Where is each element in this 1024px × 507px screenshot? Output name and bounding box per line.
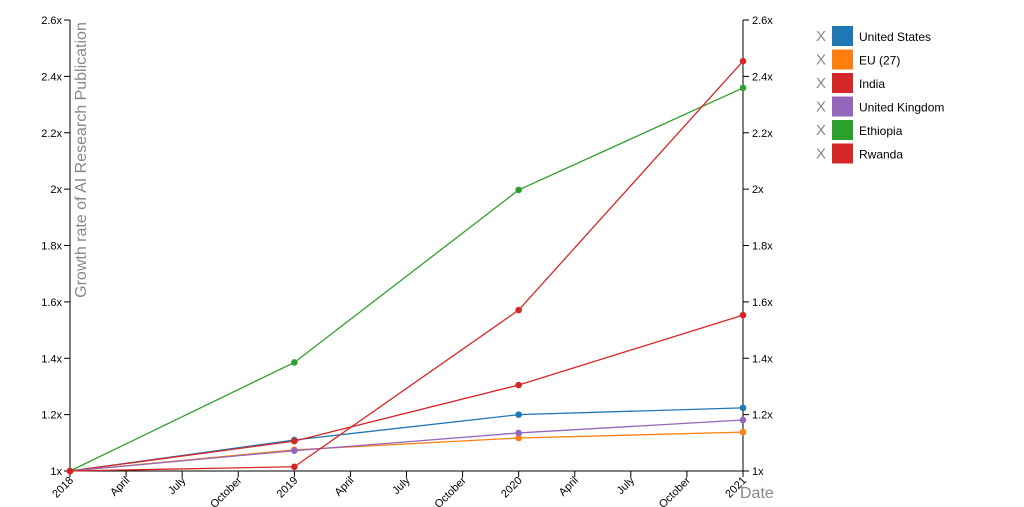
legend-remove[interactable]: X [816, 52, 826, 69]
series-line [69, 314, 744, 472]
legend-label: United Kingdom [859, 101, 944, 115]
legend-label: United States [859, 30, 931, 44]
y2-tick-label: 1.4x [752, 353, 773, 365]
data-point [291, 463, 298, 471]
x-tick-label: April [108, 475, 132, 499]
x-axis-label: Date [740, 485, 774, 502]
data-point [739, 428, 747, 436]
y-tick-label: 2.2x [41, 128, 62, 140]
x-tick-label: April [557, 475, 581, 499]
legend-remove[interactable]: X [816, 75, 826, 92]
y-tick-label: 2.6x [41, 15, 62, 27]
y2-tick-label: 1.8x [752, 241, 773, 253]
series-line [69, 60, 744, 472]
data-point [515, 306, 522, 314]
x-tick-label: 2020 [499, 475, 525, 501]
x-tick-label: October [657, 474, 693, 507]
y-tick-label: 1.8x [41, 241, 62, 253]
series-line [69, 87, 744, 472]
data-point [291, 359, 298, 366]
y2-tick-label: 1.6x [752, 297, 773, 309]
data-point [515, 411, 522, 418]
y-tick-label: 1.6x [41, 297, 62, 309]
legend-remove[interactable]: X [816, 28, 826, 45]
legend-remove[interactable]: X [816, 146, 826, 163]
data-point [739, 416, 747, 424]
data-point [291, 437, 298, 445]
y2-tick-label: 1x [752, 466, 764, 478]
data-point [739, 404, 747, 412]
legend-swatch [832, 120, 853, 140]
y2-tick-label: 2x [752, 184, 764, 196]
legend-swatch [832, 96, 853, 117]
legend-swatch [832, 49, 853, 70]
data-point [515, 381, 522, 389]
data-point [515, 429, 522, 437]
legend-label: India [859, 77, 885, 91]
data-point [515, 434, 522, 442]
legend-label: Rwanda [859, 148, 903, 162]
legend-remove[interactable]: X [816, 122, 826, 139]
x-tick-label: October [433, 474, 469, 507]
y-tick-label: 1.2x [41, 410, 62, 422]
y-tick-label: 2.4x [41, 71, 62, 83]
legend-swatch [832, 26, 853, 46]
x-tick-label: July [390, 474, 413, 497]
x-tick-label: July [615, 474, 638, 497]
data-point [291, 447, 298, 455]
y2-tick-label: 1.2x [752, 410, 773, 422]
series-line [69, 419, 744, 472]
y2-tick-label: 2.6x [752, 15, 773, 27]
series-line [69, 431, 744, 472]
x-tick-label: October [208, 474, 244, 507]
data-point [739, 84, 747, 92]
x-tick-label: July [166, 474, 189, 497]
x-tick-label: 2019 [275, 475, 301, 501]
y-axis-label: Growth rate of AI Research Publication [73, 22, 90, 298]
data-point [739, 57, 747, 65]
data-point [739, 311, 747, 319]
data-point [66, 467, 74, 475]
y-tick-label: 1.4x [41, 353, 62, 365]
y-tick-label: 2x [50, 184, 62, 196]
y-tick-label: 1x [50, 466, 62, 478]
legend-swatch [832, 73, 853, 93]
x-tick-label: 2018 [50, 475, 76, 501]
x-tick-label: April [332, 475, 356, 499]
y2-tick-label: 2.2x [752, 128, 773, 140]
legend-remove[interactable]: X [816, 99, 826, 116]
y2-tick-label: 2.4x [752, 71, 773, 83]
legend-swatch [832, 143, 853, 164]
data-point [515, 186, 522, 194]
legend-label: EU (27) [859, 54, 900, 68]
legend-label: Ethiopia [859, 124, 903, 138]
